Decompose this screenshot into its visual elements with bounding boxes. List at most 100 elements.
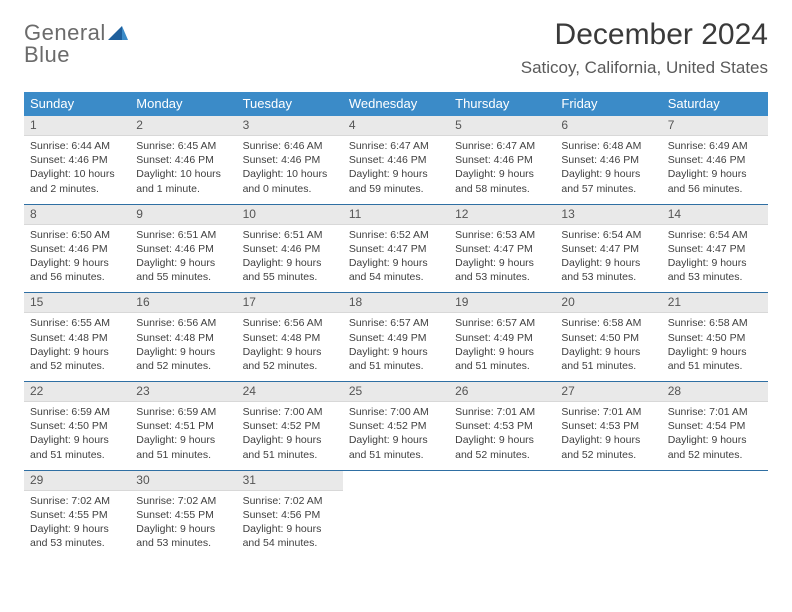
sunset-text: Sunset: 4:54 PM bbox=[668, 419, 762, 433]
day-number: 17 bbox=[237, 293, 343, 313]
sunset-text: Sunset: 4:48 PM bbox=[30, 331, 124, 345]
calendar-cell: 28Sunrise: 7:01 AMSunset: 4:54 PMDayligh… bbox=[662, 382, 768, 471]
day-details: Sunrise: 6:46 AMSunset: 4:46 PMDaylight:… bbox=[237, 136, 343, 204]
day-details: Sunrise: 6:54 AMSunset: 4:47 PMDaylight:… bbox=[662, 225, 768, 293]
sunrise-text: Sunrise: 6:51 AM bbox=[136, 228, 230, 242]
sunrise-text: Sunrise: 6:50 AM bbox=[30, 228, 124, 242]
sunrise-text: Sunrise: 6:53 AM bbox=[455, 228, 549, 242]
calendar-cell: 8Sunrise: 6:50 AMSunset: 4:46 PMDaylight… bbox=[24, 204, 130, 293]
daylight-text: Daylight: 10 hours and 0 minutes. bbox=[243, 167, 337, 195]
sunset-text: Sunset: 4:46 PM bbox=[668, 153, 762, 167]
day-number: 15 bbox=[24, 293, 130, 313]
calendar-cell: . bbox=[662, 470, 768, 558]
calendar-cell: 30Sunrise: 7:02 AMSunset: 4:55 PMDayligh… bbox=[130, 470, 236, 558]
daylight-text: Daylight: 10 hours and 2 minutes. bbox=[30, 167, 124, 195]
calendar-cell: 21Sunrise: 6:58 AMSunset: 4:50 PMDayligh… bbox=[662, 293, 768, 382]
day-details: Sunrise: 7:01 AMSunset: 4:53 PMDaylight:… bbox=[555, 402, 661, 470]
sunset-text: Sunset: 4:48 PM bbox=[243, 331, 337, 345]
brand-logo: General Blue bbox=[24, 18, 128, 66]
day-details: Sunrise: 6:51 AMSunset: 4:46 PMDaylight:… bbox=[237, 225, 343, 293]
sunset-text: Sunset: 4:53 PM bbox=[561, 419, 655, 433]
calendar-cell: 1Sunrise: 6:44 AMSunset: 4:46 PMDaylight… bbox=[24, 116, 130, 204]
day-number: 2 bbox=[130, 116, 236, 136]
sunset-text: Sunset: 4:50 PM bbox=[561, 331, 655, 345]
calendar-cell: 18Sunrise: 6:57 AMSunset: 4:49 PMDayligh… bbox=[343, 293, 449, 382]
weekday-header: Monday bbox=[130, 92, 236, 116]
day-details: Sunrise: 6:50 AMSunset: 4:46 PMDaylight:… bbox=[24, 225, 130, 293]
sunrise-text: Sunrise: 7:02 AM bbox=[30, 494, 124, 508]
calendar-cell: 6Sunrise: 6:48 AMSunset: 4:46 PMDaylight… bbox=[555, 116, 661, 204]
calendar-cell: 5Sunrise: 6:47 AMSunset: 4:46 PMDaylight… bbox=[449, 116, 555, 204]
calendar-cell: 4Sunrise: 6:47 AMSunset: 4:46 PMDaylight… bbox=[343, 116, 449, 204]
weekday-header: Thursday bbox=[449, 92, 555, 116]
sunset-text: Sunset: 4:46 PM bbox=[30, 153, 124, 167]
sunrise-text: Sunrise: 7:00 AM bbox=[349, 405, 443, 419]
daylight-text: Daylight: 9 hours and 52 minutes. bbox=[561, 433, 655, 461]
daylight-text: Daylight: 9 hours and 52 minutes. bbox=[136, 345, 230, 373]
sunrise-text: Sunrise: 6:52 AM bbox=[349, 228, 443, 242]
calendar-cell: 13Sunrise: 6:54 AMSunset: 4:47 PMDayligh… bbox=[555, 204, 661, 293]
sunset-text: Sunset: 4:46 PM bbox=[349, 153, 443, 167]
sunrise-text: Sunrise: 6:59 AM bbox=[136, 405, 230, 419]
day-details: Sunrise: 6:59 AMSunset: 4:50 PMDaylight:… bbox=[24, 402, 130, 470]
calendar-cell: 14Sunrise: 6:54 AMSunset: 4:47 PMDayligh… bbox=[662, 204, 768, 293]
sunrise-text: Sunrise: 6:45 AM bbox=[136, 139, 230, 153]
sunrise-text: Sunrise: 6:51 AM bbox=[243, 228, 337, 242]
daylight-text: Daylight: 9 hours and 52 minutes. bbox=[668, 433, 762, 461]
calendar-cell: 16Sunrise: 6:56 AMSunset: 4:48 PMDayligh… bbox=[130, 293, 236, 382]
sunset-text: Sunset: 4:51 PM bbox=[136, 419, 230, 433]
calendar-cell: 15Sunrise: 6:55 AMSunset: 4:48 PMDayligh… bbox=[24, 293, 130, 382]
daylight-text: Daylight: 10 hours and 1 minute. bbox=[136, 167, 230, 195]
day-number: 7 bbox=[662, 116, 768, 136]
sunrise-text: Sunrise: 6:56 AM bbox=[136, 316, 230, 330]
day-number: 24 bbox=[237, 382, 343, 402]
day-number: 21 bbox=[662, 293, 768, 313]
daylight-text: Daylight: 9 hours and 56 minutes. bbox=[668, 167, 762, 195]
calendar-cell: 31Sunrise: 7:02 AMSunset: 4:56 PMDayligh… bbox=[237, 470, 343, 558]
sunset-text: Sunset: 4:47 PM bbox=[561, 242, 655, 256]
day-number: 13 bbox=[555, 205, 661, 225]
daylight-text: Daylight: 9 hours and 51 minutes. bbox=[243, 433, 337, 461]
sunrise-text: Sunrise: 6:47 AM bbox=[455, 139, 549, 153]
day-number: 22 bbox=[24, 382, 130, 402]
day-number: 28 bbox=[662, 382, 768, 402]
day-number: 26 bbox=[449, 382, 555, 402]
day-number: 19 bbox=[449, 293, 555, 313]
sunset-text: Sunset: 4:46 PM bbox=[561, 153, 655, 167]
day-number: 12 bbox=[449, 205, 555, 225]
day-details: Sunrise: 6:45 AMSunset: 4:46 PMDaylight:… bbox=[130, 136, 236, 204]
daylight-text: Daylight: 9 hours and 51 minutes. bbox=[455, 345, 549, 373]
sunset-text: Sunset: 4:47 PM bbox=[349, 242, 443, 256]
day-details: Sunrise: 6:57 AMSunset: 4:49 PMDaylight:… bbox=[449, 313, 555, 381]
sunset-text: Sunset: 4:50 PM bbox=[30, 419, 124, 433]
day-number: 20 bbox=[555, 293, 661, 313]
sunset-text: Sunset: 4:46 PM bbox=[30, 242, 124, 256]
day-number: 4 bbox=[343, 116, 449, 136]
sunset-text: Sunset: 4:47 PM bbox=[668, 242, 762, 256]
sunrise-text: Sunrise: 7:02 AM bbox=[136, 494, 230, 508]
day-details: Sunrise: 7:00 AMSunset: 4:52 PMDaylight:… bbox=[237, 402, 343, 470]
daylight-text: Daylight: 9 hours and 58 minutes. bbox=[455, 167, 549, 195]
daylight-text: Daylight: 9 hours and 51 minutes. bbox=[668, 345, 762, 373]
sunset-text: Sunset: 4:46 PM bbox=[455, 153, 549, 167]
calendar-cell: 27Sunrise: 7:01 AMSunset: 4:53 PMDayligh… bbox=[555, 382, 661, 471]
day-details: Sunrise: 6:49 AMSunset: 4:46 PMDaylight:… bbox=[662, 136, 768, 204]
daylight-text: Daylight: 9 hours and 53 minutes. bbox=[668, 256, 762, 284]
sunset-text: Sunset: 4:56 PM bbox=[243, 508, 337, 522]
day-number: 6 bbox=[555, 116, 661, 136]
daylight-text: Daylight: 9 hours and 56 minutes. bbox=[30, 256, 124, 284]
calendar-cell: 10Sunrise: 6:51 AMSunset: 4:46 PMDayligh… bbox=[237, 204, 343, 293]
weekday-header-row: Sunday Monday Tuesday Wednesday Thursday… bbox=[24, 92, 768, 116]
day-details: Sunrise: 6:53 AMSunset: 4:47 PMDaylight:… bbox=[449, 225, 555, 293]
day-details: Sunrise: 6:51 AMSunset: 4:46 PMDaylight:… bbox=[130, 225, 236, 293]
weekday-header: Wednesday bbox=[343, 92, 449, 116]
sunrise-text: Sunrise: 6:59 AM bbox=[30, 405, 124, 419]
sunset-text: Sunset: 4:49 PM bbox=[455, 331, 549, 345]
location-subtitle: Saticoy, California, United States bbox=[521, 58, 768, 78]
calendar-cell: 25Sunrise: 7:00 AMSunset: 4:52 PMDayligh… bbox=[343, 382, 449, 471]
day-details: Sunrise: 6:44 AMSunset: 4:46 PMDaylight:… bbox=[24, 136, 130, 204]
sunrise-text: Sunrise: 6:54 AM bbox=[668, 228, 762, 242]
daylight-text: Daylight: 9 hours and 54 minutes. bbox=[243, 522, 337, 550]
sunset-text: Sunset: 4:52 PM bbox=[349, 419, 443, 433]
sunrise-text: Sunrise: 6:55 AM bbox=[30, 316, 124, 330]
